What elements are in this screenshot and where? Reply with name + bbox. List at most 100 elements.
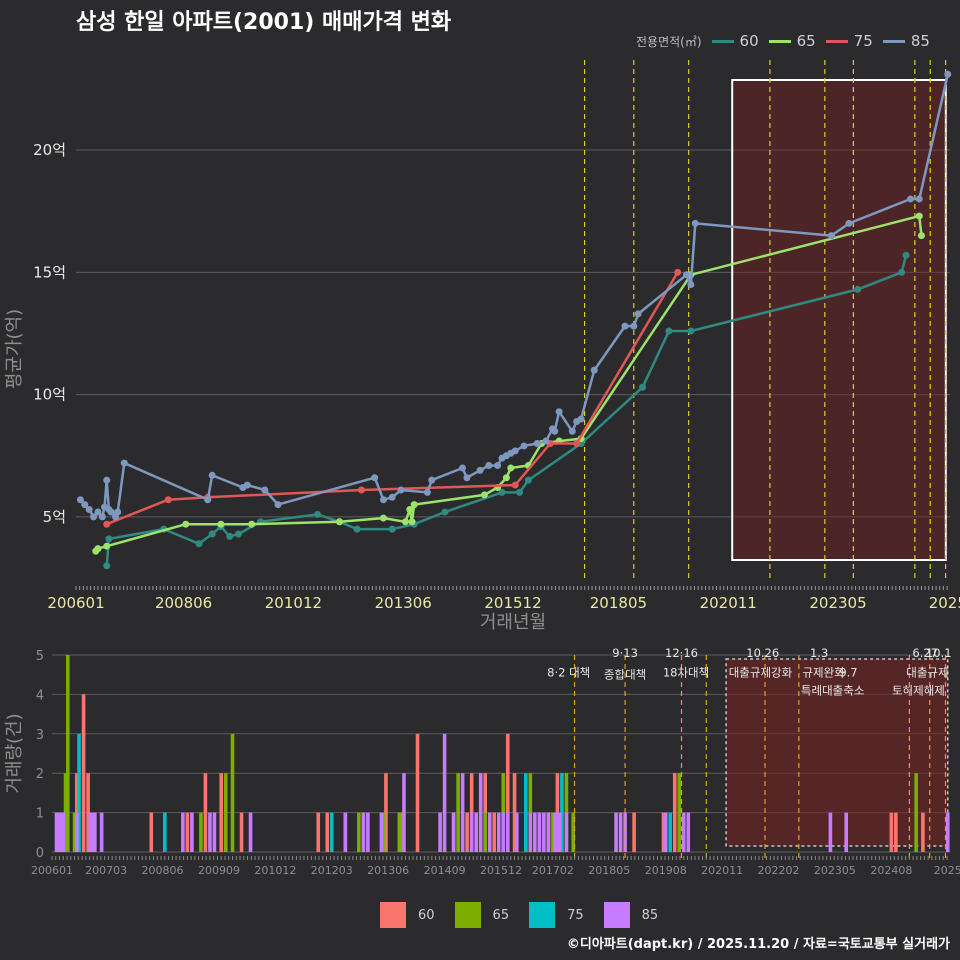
price-point (854, 285, 862, 293)
price-point (410, 501, 418, 509)
price-point (902, 251, 910, 259)
volume-bar (505, 733, 510, 852)
volume-bar (618, 812, 623, 852)
volume-x-tick-label: 202202 (758, 864, 800, 877)
volume-x-tick-label: 200703 (85, 864, 127, 877)
price-point (226, 532, 234, 540)
volume-annotation: 12·16 (665, 646, 698, 660)
volume-legend: 60 65 75 85 (380, 902, 678, 928)
volume-bar (551, 812, 555, 852)
volume-bar (553, 812, 557, 852)
price-point (577, 415, 585, 423)
legend-label-65: 65 (796, 32, 816, 50)
volume-bar (185, 812, 190, 852)
price-point (898, 268, 906, 276)
volume-bar (442, 733, 447, 852)
volume-bar (524, 773, 528, 852)
volume-bar (512, 773, 517, 852)
price-point (357, 486, 365, 494)
price-point (103, 542, 111, 550)
volume-bar (546, 812, 551, 852)
price-point (94, 508, 102, 516)
volume-bar (75, 812, 79, 852)
price-point (634, 310, 642, 318)
price-point (248, 520, 256, 528)
volume-annotation: 18차대책 (663, 666, 709, 680)
price-x-tick-label: 200601 (47, 594, 104, 612)
volume-bar (914, 773, 918, 852)
price-x-tick-label: 201012 (265, 594, 322, 612)
price-point (397, 486, 405, 494)
price-x-tick-label: 201512 (484, 594, 541, 612)
volume-bar (88, 812, 93, 852)
volume-y-tick-label: 0 (36, 846, 44, 861)
source-credit: ©디아파트(dapt.kr) / 2025.11.20 / 자료=국토교통부 실… (566, 937, 950, 952)
legend-item-85: 85 (882, 32, 930, 50)
price-x-tick-label: 201306 (375, 594, 432, 612)
volume-bar (483, 812, 488, 852)
volume-bar (438, 812, 442, 852)
price-point (120, 459, 128, 467)
volume-bar (451, 812, 456, 852)
chart-title: 삼성 한일 아파트(2001) 매매가격 변화 (76, 10, 452, 35)
price-point (76, 496, 84, 504)
volume-highlight-box (725, 658, 949, 847)
volume-series-85 (54, 733, 950, 852)
volume-annotation: 종합대책 (604, 668, 646, 682)
price-point (944, 70, 952, 78)
volume-bar (474, 812, 478, 852)
volume-bar (456, 773, 460, 852)
price-point (103, 520, 111, 528)
legend-item-65: 65 (768, 32, 816, 50)
price-y-tick-label: 20억 (33, 141, 66, 159)
price-point (511, 481, 519, 489)
volume-bar (59, 812, 63, 852)
volume-bar (661, 812, 666, 852)
price-point (243, 481, 251, 489)
price-point (917, 232, 925, 240)
legend-swatch-85 (882, 39, 905, 43)
volume-bar (149, 812, 154, 852)
price-series-75 (103, 268, 682, 528)
volume-bar (99, 812, 104, 852)
price-point (674, 268, 682, 276)
price-point (336, 518, 344, 526)
volume-bar (203, 773, 208, 852)
volume-bar (921, 812, 925, 852)
price-point (379, 514, 387, 522)
price-point (516, 488, 524, 496)
volume-x-tick-label: 201702 (532, 864, 574, 877)
price-x-tick-label: 2025 (929, 594, 960, 612)
price-point (520, 442, 528, 450)
volume-bar (72, 812, 77, 852)
price-point (94, 545, 102, 553)
price-x-tick-label: 201805 (590, 594, 647, 612)
price-point (533, 440, 541, 447)
price-x-tick-label: 202011 (700, 594, 757, 612)
price-point (98, 513, 106, 521)
price-point (401, 518, 409, 526)
price-point (428, 476, 436, 484)
price-point (827, 232, 835, 240)
legend-label-75: 75 (853, 32, 873, 50)
price-point (408, 518, 416, 526)
price-point (114, 508, 122, 516)
volume-bar (828, 812, 833, 852)
volume-annotation: 10.1 (926, 646, 952, 660)
volume-x-tick-label: 200806 (142, 864, 184, 877)
volume-bar (223, 773, 228, 852)
volume-bar (677, 773, 682, 852)
volume-bar (61, 812, 66, 852)
price-point (261, 486, 269, 494)
volume-legend-item-65: 65 (454, 902, 509, 928)
volume-x-tick-label: 201409 (424, 864, 466, 877)
price-point (687, 327, 695, 335)
price-point (665, 327, 673, 335)
price-point (379, 496, 387, 504)
price-point (103, 562, 111, 570)
volume-bar (478, 773, 483, 852)
volume-bar (501, 812, 506, 852)
price-point (423, 488, 431, 496)
volume-annotation: 9·13 (612, 646, 638, 660)
